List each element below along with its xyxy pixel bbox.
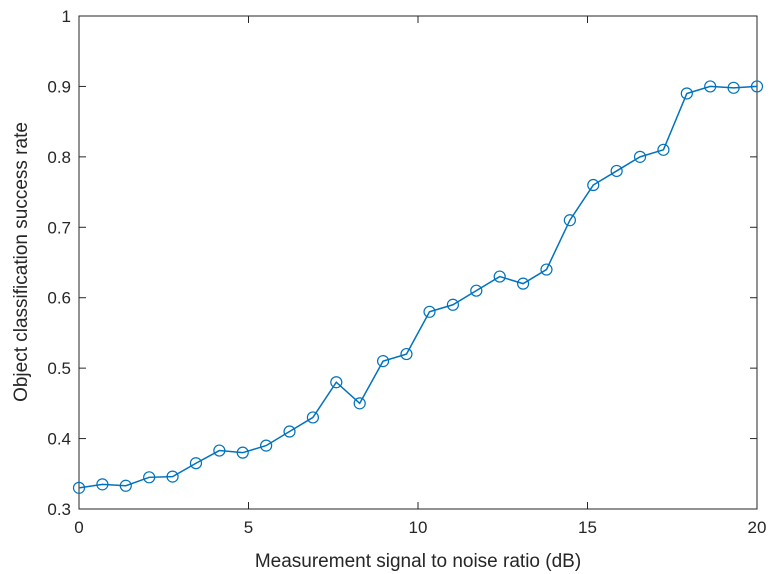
x-tick-label: 10: [409, 518, 428, 537]
data-point: [96, 478, 109, 491]
data-point: [166, 470, 179, 483]
y-axis-label: Object classification success rate: [11, 122, 32, 402]
data-point: [376, 355, 390, 368]
x-tick-label: 0: [74, 518, 83, 537]
y-tick-labels: 0.3 0.4 0.5 0.6 0.7 0.8 0.9 1: [47, 7, 71, 519]
data-point: [704, 80, 717, 93]
data-point: [213, 444, 226, 457]
data-point: [516, 277, 530, 290]
data-point: [493, 270, 506, 283]
data-point: [540, 263, 553, 276]
y-tick-label: 0.9: [47, 77, 71, 96]
data-markers: [72, 80, 764, 494]
plot-area: [79, 16, 757, 509]
series-line: [78, 85, 758, 489]
data-point: [727, 81, 740, 94]
data-point: [470, 284, 483, 297]
y-tick-label: 0.7: [47, 218, 71, 237]
data-point: [72, 481, 86, 494]
data-point: [119, 479, 132, 492]
data-point: [260, 439, 273, 452]
y-tick-label: 0.6: [47, 289, 71, 308]
data-point: [353, 397, 366, 410]
data-point: [657, 143, 670, 156]
x-tick-label: 20: [748, 518, 767, 537]
y-tick-label: 0.4: [47, 430, 71, 449]
data-point: [400, 347, 413, 361]
data-point: [633, 150, 647, 163]
data-point: [587, 178, 600, 192]
y-tick-label: 1: [62, 7, 71, 26]
x-tick-label: 15: [578, 518, 597, 537]
data-point: [563, 214, 576, 227]
y-tick-label: 0.3: [47, 500, 71, 519]
x-tick-label: 5: [244, 518, 253, 537]
y-tick-label: 0.8: [47, 148, 71, 167]
data-point: [680, 87, 693, 100]
data-point: [750, 80, 764, 93]
data-point: [283, 425, 296, 438]
x-tick-labels: 0 5 10 15 20: [74, 518, 766, 537]
data-point: [306, 411, 320, 424]
data-point: [610, 164, 623, 178]
x-axis-label: Measurement signal to noise ratio (dB): [255, 551, 581, 572]
data-point: [236, 446, 249, 459]
data-point: [143, 471, 156, 484]
y-tick-label: 0.5: [47, 359, 71, 378]
data-point: [330, 376, 343, 389]
data-point: [189, 457, 203, 470]
data-point: [423, 305, 436, 318]
data-point: [446, 298, 460, 311]
